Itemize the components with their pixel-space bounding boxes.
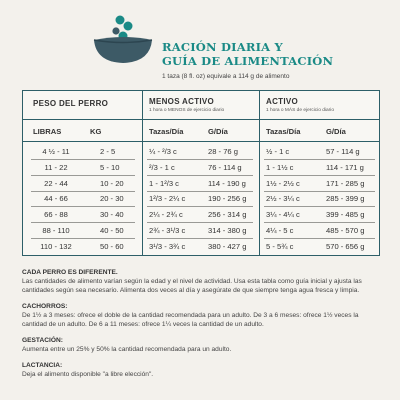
table-cell: 190 - 256 g bbox=[208, 194, 247, 204]
group-sub-less-active: 1 hora o MENOS de ejercicio diario bbox=[149, 108, 225, 113]
table-cell: 28 - 76 g bbox=[208, 147, 238, 156]
col-header-active-g: G/Día bbox=[326, 127, 346, 136]
table-cell: 4 ½ - 11 bbox=[42, 147, 70, 156]
row-divider bbox=[147, 206, 253, 208]
table-cell: 380 - 427 g bbox=[208, 241, 247, 251]
row-divider bbox=[264, 206, 375, 208]
group-header-active: ACTIVO bbox=[266, 97, 299, 106]
col-header-active-cups: Tazas/Día bbox=[266, 127, 301, 136]
table-cell: 3¹/3 - 3¾ c bbox=[149, 241, 186, 251]
row-divider bbox=[147, 222, 253, 223]
col-header-lbs: LIBRAS bbox=[33, 127, 62, 136]
table-cell: 11 - 22 bbox=[44, 162, 68, 172]
table-cell: 50 - 60 bbox=[100, 241, 124, 251]
note-puppies: CACHORROS: De 1½ a 3 meses: ofrece el do… bbox=[22, 302, 380, 329]
bowl-icon bbox=[94, 37, 152, 63]
row-divider bbox=[31, 206, 135, 208]
table-cell: 256 - 314 g bbox=[208, 210, 247, 220]
row-divider bbox=[264, 190, 375, 192]
note-heading: LACTANCIA: bbox=[22, 362, 63, 369]
table-cell: 110 - 132 bbox=[40, 241, 72, 251]
table-cell: 2¼ - 2¾ c bbox=[149, 210, 183, 220]
row-divider bbox=[31, 174, 135, 176]
kibble-icon bbox=[115, 15, 125, 25]
table-cell: 1 - 1²/3 c bbox=[149, 178, 179, 188]
table-cell: 76 - 114 g bbox=[208, 162, 242, 172]
table-cell: 2 - 5 bbox=[100, 147, 116, 156]
table-cell: 22 - 44 bbox=[44, 178, 68, 188]
note-lactation: LACTANCIA: Deja el alimento disponible "… bbox=[22, 361, 380, 379]
table-cell: ¼ - ²/3 c bbox=[149, 147, 177, 156]
row-divider bbox=[147, 159, 253, 160]
row-divider bbox=[31, 238, 135, 239]
table-cell: ²/3 - 1 c bbox=[149, 162, 175, 172]
table-cell: 57 - 114 g bbox=[326, 147, 360, 156]
row-divider bbox=[147, 174, 253, 176]
title-line-1: RACIÓN DIARIA Y bbox=[162, 40, 283, 54]
kibble-icon bbox=[123, 21, 133, 31]
table-cell: 570 - 656 g bbox=[326, 241, 365, 251]
table-cell: 5 - 10 bbox=[100, 162, 120, 172]
column-divider bbox=[259, 91, 261, 255]
row-divider bbox=[147, 238, 253, 239]
table-cell: 485 - 570 g bbox=[326, 226, 365, 235]
row-divider bbox=[264, 174, 375, 176]
note-every-dog: CADA PERRO ES DIFERENTE. Las cantidades … bbox=[22, 268, 380, 295]
note-heading: GESTACIÓN: bbox=[22, 337, 63, 344]
group-header-less-active: MENOS ACTIVO bbox=[149, 97, 215, 106]
row-divider bbox=[264, 222, 375, 223]
table-cell: ½ - 1 c bbox=[266, 147, 290, 156]
note-gestation: GESTACIÓN: Aumenta entre un 25% y 50% la… bbox=[22, 336, 380, 354]
table-cell: 40 - 50 bbox=[100, 226, 124, 235]
page-subtitle: 1 taza (8 fl. oz) equivale a 114 g de al… bbox=[162, 73, 290, 80]
row-divider bbox=[31, 222, 135, 223]
table-cell: 10 - 20 bbox=[100, 178, 124, 188]
feeding-table: PESO DEL PERRO MENOS ACTIVO 1 hora o MEN… bbox=[22, 90, 380, 256]
page-title: RACIÓN DIARIA Y GUÍA DE ALIMENTACIÓN bbox=[162, 40, 392, 68]
column-divider bbox=[142, 91, 144, 255]
table-cell: 30 - 40 bbox=[100, 210, 124, 220]
table-cell: 1½ - 2½ c bbox=[266, 178, 300, 188]
group-header-weight: PESO DEL PERRO bbox=[33, 99, 109, 108]
table-cell: 44 - 66 bbox=[44, 194, 68, 204]
table-cell: 314 - 380 g bbox=[208, 226, 247, 235]
row-divider bbox=[147, 190, 253, 192]
kibble-icon bbox=[112, 27, 120, 35]
table-cell: 5 - 5¾ c bbox=[266, 241, 294, 251]
note-body: Deja el alimento disponible "a libre ele… bbox=[22, 371, 154, 378]
header-divider bbox=[23, 141, 379, 142]
table-cell: 2¾ - 3¹/3 c bbox=[149, 226, 186, 235]
note-heading: CACHORROS: bbox=[22, 303, 68, 310]
group-sub-active: 1 hora o MÁS de ejercicio diario bbox=[266, 108, 334, 113]
table-cell: 171 - 285 g bbox=[326, 178, 365, 188]
row-divider bbox=[31, 159, 135, 160]
note-heading: CADA PERRO ES DIFERENTE. bbox=[22, 269, 118, 276]
title-line-2: GUÍA DE ALIMENTACIÓN bbox=[162, 53, 334, 68]
row-divider bbox=[264, 159, 375, 160]
notes-section: CADA PERRO ES DIFERENTE. Las cantidades … bbox=[22, 268, 380, 386]
table-cell: 285 - 399 g bbox=[326, 194, 365, 204]
note-body: De 1½ a 3 meses: ofrece el doble de la c… bbox=[22, 312, 359, 328]
col-header-kg: KG bbox=[90, 127, 102, 136]
table-cell: 114 - 171 g bbox=[326, 162, 364, 172]
table-cell: 66 - 88 bbox=[44, 210, 68, 220]
note-body: Las cantidades de alimento varían según … bbox=[22, 278, 362, 294]
col-header-less-g: G/Día bbox=[208, 127, 228, 136]
table-cell: 399 - 485 g bbox=[326, 210, 365, 220]
note-body: Aumenta entre un 25% y 50% la cantidad r… bbox=[22, 346, 232, 353]
table-cell: 1²/3 - 2¼ c bbox=[149, 194, 186, 204]
table-cell: 114 - 190 g bbox=[208, 178, 246, 188]
table-cell: 2½ - 3¼ c bbox=[266, 194, 300, 204]
col-header-less-cups: Tazas/Día bbox=[149, 127, 184, 136]
table-cell: 88 - 110 bbox=[42, 226, 70, 235]
table-cell: 1 - 1½ c bbox=[266, 162, 294, 172]
table-cell: 3¼ - 4¼ c bbox=[266, 210, 300, 220]
header-divider bbox=[23, 119, 379, 120]
row-divider bbox=[31, 190, 135, 192]
food-bowl-icon bbox=[93, 15, 153, 63]
row-divider bbox=[264, 238, 375, 239]
table-cell: 20 - 30 bbox=[100, 194, 124, 204]
table-cell: 4¼ - 5 c bbox=[266, 226, 294, 235]
